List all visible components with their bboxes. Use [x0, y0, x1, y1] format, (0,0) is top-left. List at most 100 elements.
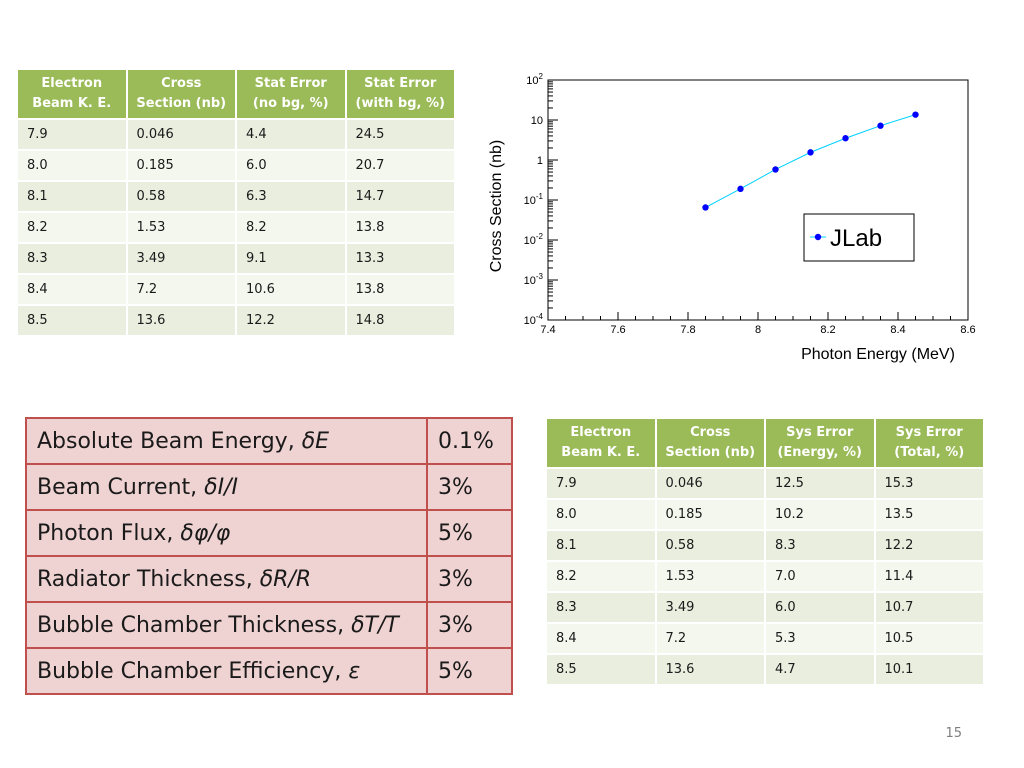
table-cell: 12.2	[237, 306, 345, 335]
table-cell: 10.5	[875, 624, 983, 653]
uncertainty-label: Beam Current, δI/I	[25, 463, 428, 511]
y-tick-label: 1	[537, 155, 543, 167]
table-row: Bubble Chamber Thickness, δT/T 3%	[25, 601, 513, 649]
table-cell: 8.0	[18, 151, 126, 180]
table-cell: 8.0	[547, 500, 655, 529]
table-row: Radiator Thickness, δR/R 3%	[25, 555, 513, 603]
table-cell: 3.49	[127, 244, 235, 273]
x-tick-label: 7.4	[540, 324, 555, 336]
table-cell: 12.5	[766, 469, 874, 498]
table-cell: 0.046	[127, 120, 235, 149]
x-tick-label: 7.8	[680, 324, 695, 336]
x-tick-label: 8	[755, 324, 761, 336]
uncertainty-label: Bubble Chamber Thickness, δT/T	[25, 601, 428, 649]
y-tick-label: 10	[531, 115, 543, 127]
table-cell: 1.53	[656, 562, 764, 591]
x-tick-label: 8.4	[890, 324, 905, 336]
data-point	[702, 204, 709, 211]
table-cell: 14.8	[346, 306, 454, 335]
table-cell: 13.6	[127, 306, 235, 335]
table-cell: 8.1	[547, 531, 655, 560]
data-point	[842, 135, 849, 142]
y-tick-label: 10-2	[524, 232, 544, 247]
table-row: 8.5 13.6 4.7 10.1	[547, 655, 983, 684]
table-cell: 13.3	[346, 244, 454, 273]
table-row: Bubble Chamber Efficiency, ε 5%	[25, 647, 513, 695]
table-cell: 3.49	[656, 593, 764, 622]
table-row: 8.0 0.185 6.0 20.7	[18, 151, 454, 180]
table-cell: 8.4	[18, 275, 126, 304]
data-point	[912, 111, 919, 118]
table-cell: 15.3	[875, 469, 983, 498]
slide-number: 15	[945, 726, 962, 741]
table-cell: 12.2	[875, 531, 983, 560]
table-row: 8.1 0.58 6.3 14.7	[18, 182, 454, 211]
header-cell: Stat Error (no bg, %)	[237, 70, 345, 118]
table-cell: 8.2	[18, 213, 126, 242]
table-cell: 1.53	[127, 213, 235, 242]
table-cell: 10.2	[766, 500, 874, 529]
uncertainty-value: 5%	[426, 509, 513, 557]
table-cell: 9.1	[237, 244, 345, 273]
table-row: 8.2 1.53 8.2 13.8	[18, 213, 454, 242]
y-tick-label: 10-3	[524, 272, 544, 287]
table-cell: 8.3	[547, 593, 655, 622]
y-tick-label: 102	[526, 72, 543, 87]
table-cell: 13.8	[346, 213, 454, 242]
table-row: 7.9 0.046 12.5 15.3	[547, 469, 983, 498]
header-row: Electron Beam K. E. Cross Section (nb) Sta…	[18, 70, 454, 118]
table-row: 8.2 1.53 7.0 11.4	[547, 562, 983, 591]
header-cell: Sys Error (Energy, %)	[766, 419, 874, 467]
table-cell: 8.2	[547, 562, 655, 591]
header-cell: Stat Error (with bg, %)	[346, 70, 454, 118]
table-cell: 7.9	[18, 120, 126, 149]
table-row: 8.3 3.49 6.0 10.7	[547, 593, 983, 622]
header-cell: Cross Section (nb)	[656, 419, 764, 467]
x-axis-title: Photon Energy (MeV)	[801, 346, 955, 363]
table-cell: 11.4	[875, 562, 983, 591]
table-cell: 8.1	[18, 182, 126, 211]
table-cell: 7.9	[547, 469, 655, 498]
systematic-uncertainty-table: Absolute Beam Energy, δE 0.1% Beam Curren…	[25, 417, 513, 695]
data-point	[737, 185, 744, 193]
table-cell: 0.58	[127, 182, 235, 211]
header-cell: Sys Error (Total, %)	[875, 419, 983, 467]
header-cell: Cross Section (nb)	[127, 70, 235, 118]
table-row: Photon Flux, δφ/φ 5%	[25, 509, 513, 557]
table-cell: 4.7	[766, 655, 874, 684]
header-cell: Electron Beam K. E.	[547, 419, 655, 467]
x-tick-label: 8.6	[960, 324, 975, 336]
table-cell: 8.5	[18, 306, 126, 335]
table-cell: 0.185	[656, 500, 764, 529]
table-cell: 24.5	[346, 120, 454, 149]
uncertainty-value: 5%	[426, 647, 513, 695]
table-cell: 8.5	[547, 655, 655, 684]
table-row: 8.4 7.2 10.6 13.8	[18, 275, 454, 304]
table-cell: 20.7	[346, 151, 454, 180]
data-point	[877, 122, 884, 129]
uncertainty-value: 3%	[426, 601, 513, 649]
uncertainty-label: Absolute Beam Energy, δE	[25, 417, 428, 465]
cross-section-chart: 7.4 7.6 7.8 8 8.2 8.4 8.610210110-110-210-310-…	[488, 72, 976, 363]
data-point	[807, 149, 814, 156]
y-tick-label: 10-1	[524, 192, 544, 207]
uncertainty-label: Photon Flux, δφ/φ	[25, 509, 428, 557]
table-cell: 13.6	[656, 655, 764, 684]
table-cell: 13.5	[875, 500, 983, 529]
uncertainty-value: 0.1%	[426, 417, 513, 465]
table-cell: 6.0	[766, 593, 874, 622]
uncertainty-label: Radiator Thickness, δR/R	[25, 555, 428, 603]
uncertainty-value: 3%	[426, 555, 513, 603]
data-point	[772, 166, 779, 173]
table-cell: 13.8	[346, 275, 454, 304]
table-cell: 8.4	[547, 624, 655, 653]
table-cell: 0.046	[656, 469, 764, 498]
table-row: 8.5 13.6 12.2 14.8	[18, 306, 454, 335]
table-row: 7.9 0.046 4.4 24.5	[18, 120, 454, 149]
table-row: Beam Current, δI/I 3%	[25, 463, 513, 511]
table-cell: 7.0	[766, 562, 874, 591]
table-row: 8.3 3.49 9.1 13.3	[18, 244, 454, 273]
table-cell: 5.3	[766, 624, 874, 653]
table-cell: 0.58	[656, 531, 764, 560]
x-tick-label: 8.2	[820, 324, 835, 336]
